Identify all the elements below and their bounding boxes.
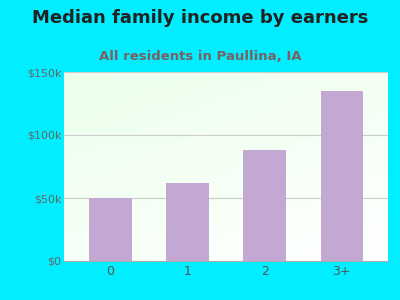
Text: Median family income by earners: Median family income by earners	[32, 9, 368, 27]
Text: All residents in Paullina, IA: All residents in Paullina, IA	[99, 50, 301, 62]
Bar	[166, 183, 209, 261]
Bar	[243, 150, 286, 261]
Bar	[89, 198, 132, 261]
Bar	[320, 91, 363, 261]
